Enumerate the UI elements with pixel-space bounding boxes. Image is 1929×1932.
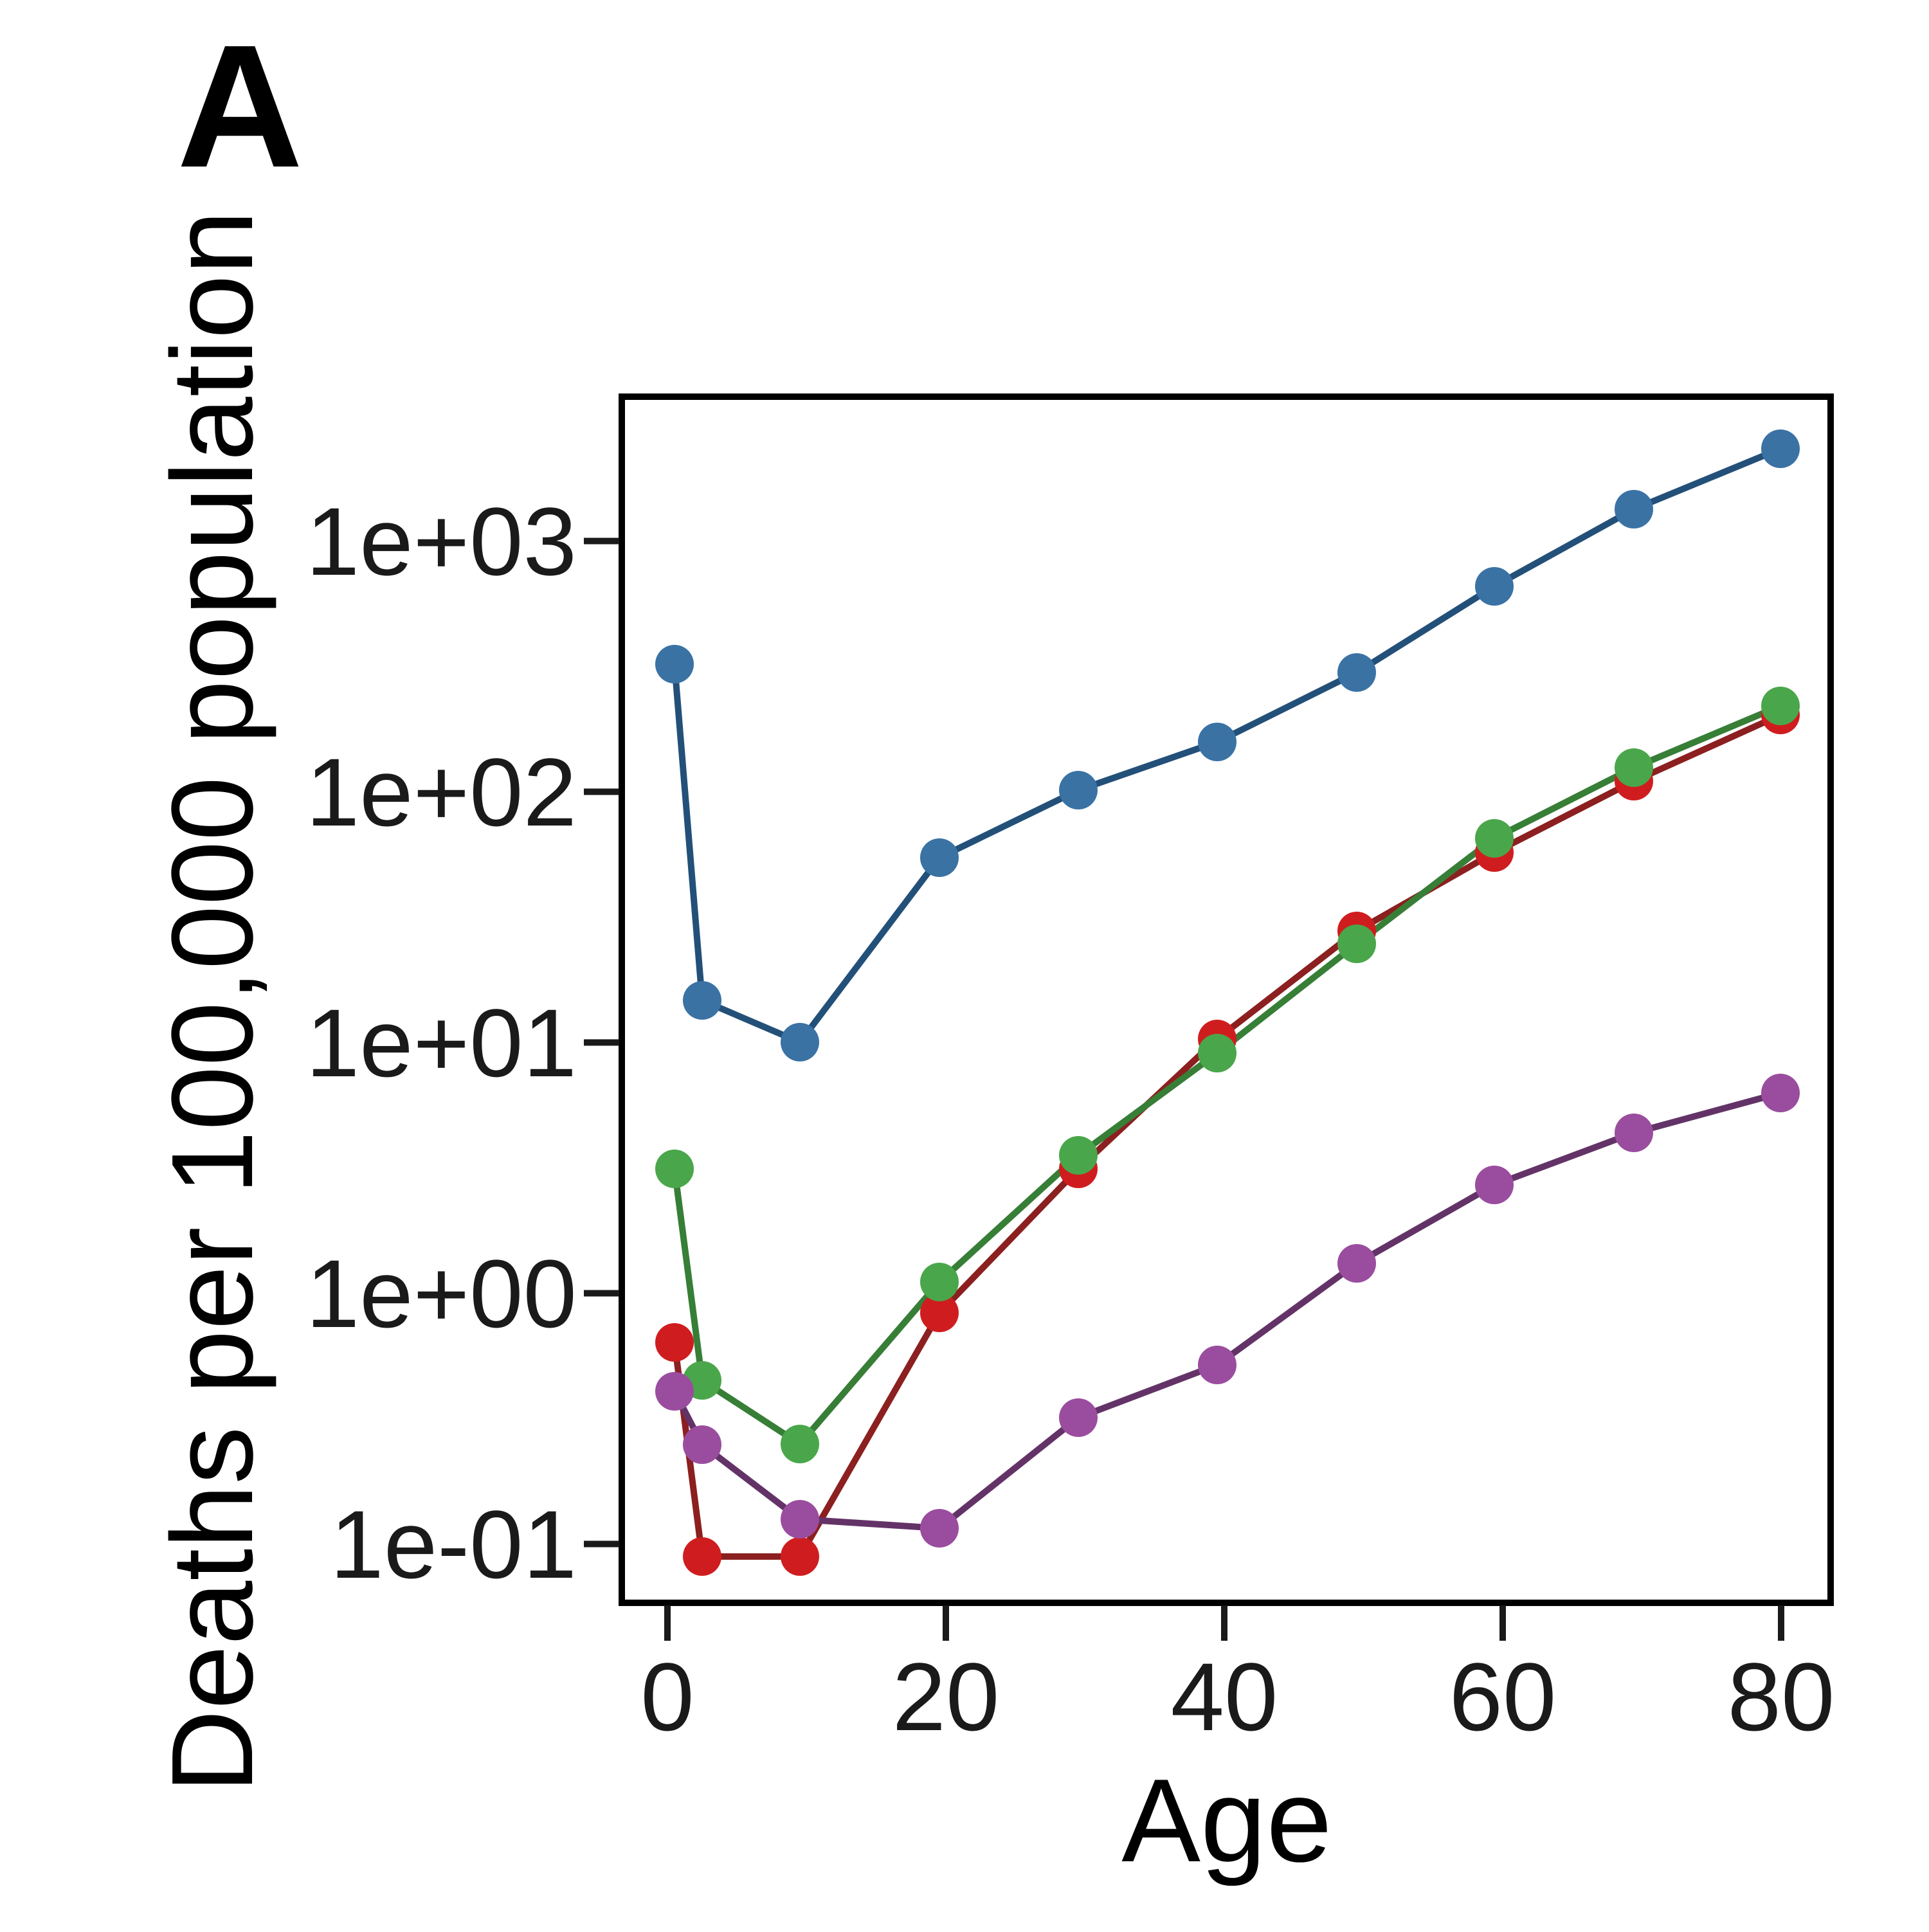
svg-text:1e+01: 1e+01: [306, 989, 577, 1097]
svg-text:60: 60: [1449, 1643, 1557, 1751]
svg-text:A: A: [177, 8, 303, 204]
svg-text:40: 40: [1171, 1643, 1278, 1751]
svg-text:Deaths per 100,000 population: Deaths per 100,000 population: [148, 210, 277, 1793]
svg-text:20: 20: [892, 1643, 1000, 1751]
svg-text:0: 0: [640, 1643, 694, 1751]
svg-text:1e+02: 1e+02: [306, 738, 577, 846]
svg-text:1e+00: 1e+00: [306, 1240, 577, 1348]
svg-text:1e+03: 1e+03: [306, 487, 577, 595]
svg-text:Age: Age: [1121, 1754, 1332, 1886]
svg-text:80: 80: [1728, 1643, 1835, 1751]
svg-text:1e-01: 1e-01: [330, 1490, 577, 1598]
